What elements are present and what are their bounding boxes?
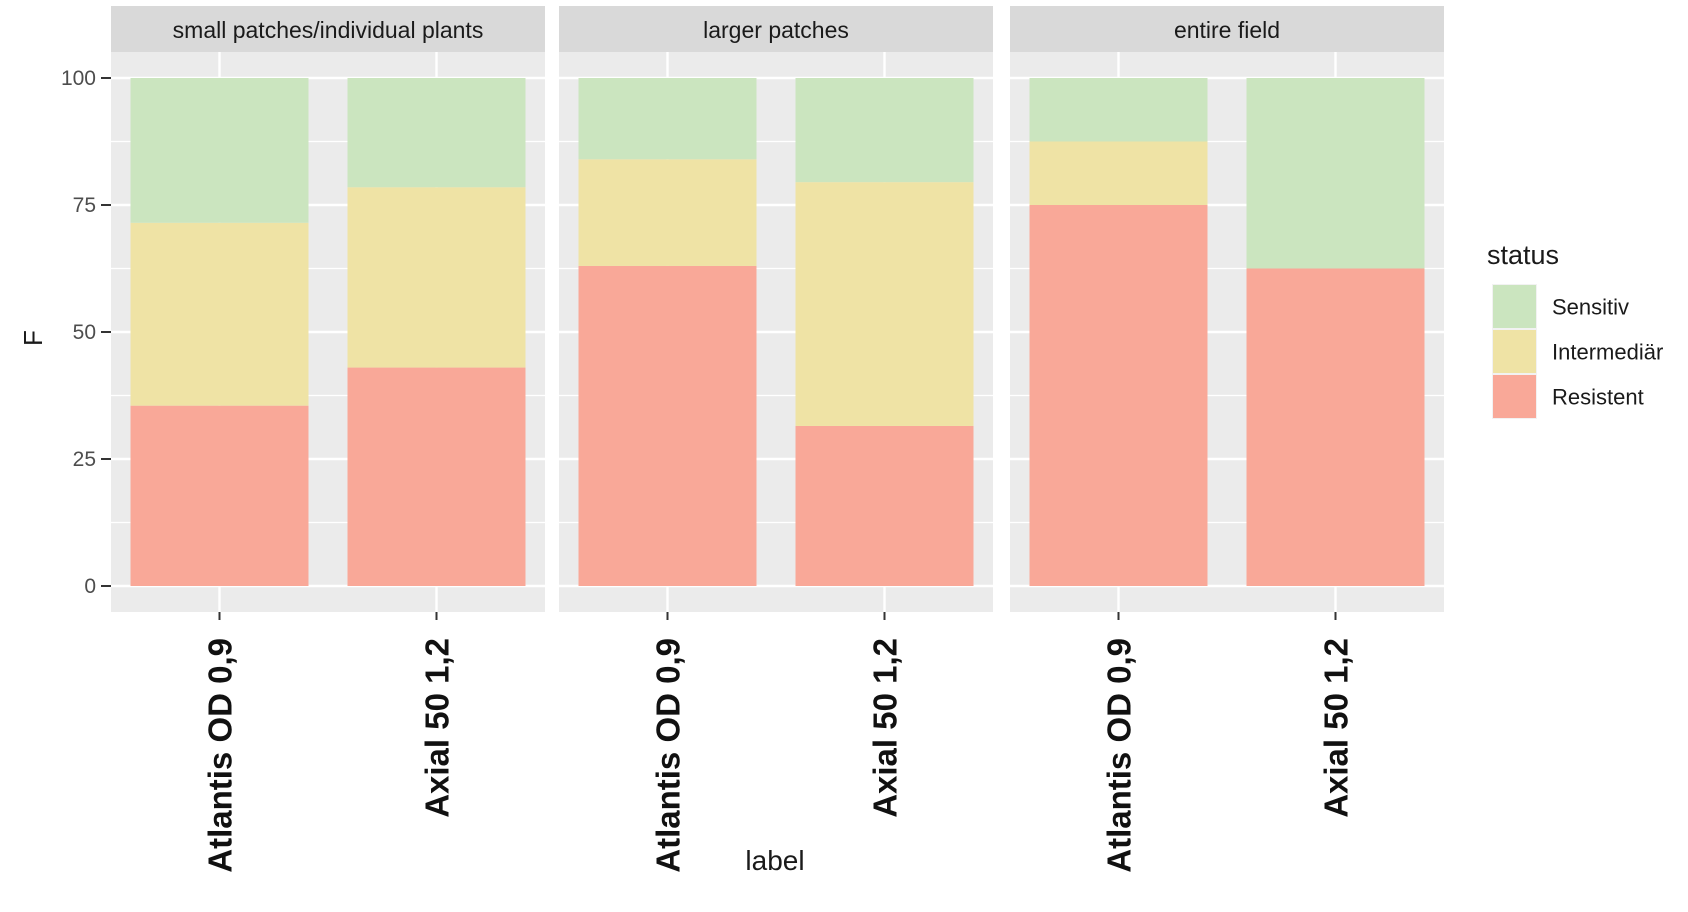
- bar-segment-sensitiv: [578, 78, 757, 160]
- bar-segment-sensitiv: [130, 78, 309, 223]
- x-tick-label: Atlantis OD 0,9: [650, 638, 687, 873]
- bar-segment-intermedir: [347, 187, 526, 368]
- legend: Sensitiv Intermediär Resistent: [1492, 284, 1663, 419]
- y-axis-title: F: [18, 330, 48, 346]
- bar-segment-sensitiv: [1246, 78, 1425, 269]
- bar-segment-intermedir: [130, 222, 309, 406]
- bar-segment-intermedir: [578, 159, 757, 266]
- x-tick-label: Axial 50 1,2: [1318, 638, 1355, 818]
- facet-panel: entire field Atlantis OD 0,9 Axial 50 1,2: [1010, 6, 1444, 873]
- x-axis-title: label: [745, 845, 804, 876]
- legend-label: Resistent: [1552, 385, 1644, 410]
- facet-strip: [559, 6, 993, 52]
- bar-segment-resistent: [347, 367, 526, 586]
- y-tick-label: 25: [73, 448, 96, 471]
- facet-strip: [1010, 6, 1444, 52]
- x-tick-label: Atlantis OD 0,9: [1101, 638, 1138, 873]
- facet-strip: [111, 6, 545, 52]
- facet-panel: small patches/individual plants Atlantis …: [111, 6, 545, 873]
- y-tick-label: 0: [84, 575, 96, 598]
- bar-segment-sensitiv: [1029, 78, 1208, 142]
- facet-strip-label: entire field: [1174, 17, 1280, 43]
- x-tick-label: Atlantis OD 0,9: [202, 638, 239, 873]
- legend-key: [1493, 285, 1536, 328]
- legend-key: [1493, 330, 1536, 373]
- bar-segment-resistent: [795, 425, 974, 586]
- plot-area: small patches/individual plants Atlantis …: [111, 6, 1444, 873]
- facet-panel: larger patches Atlantis OD 0,9 Axial 50 1,…: [559, 6, 993, 873]
- x-tick-label: Axial 50 1,2: [867, 638, 904, 818]
- y-axis: 0 25 50 75 100: [61, 67, 111, 598]
- facet-strip-label: larger patches: [703, 17, 849, 43]
- legend-title: status: [1487, 240, 1559, 270]
- x-tick-label: Axial 50 1,2: [419, 638, 456, 818]
- legend-label: Intermediär: [1552, 340, 1663, 365]
- bar-segment-resistent: [578, 265, 757, 586]
- bar-segment-resistent: [1029, 205, 1208, 586]
- bar-segment-intermedir: [1029, 141, 1208, 205]
- bar-segment-resistent: [1246, 268, 1425, 586]
- bar-segment-intermedir: [795, 182, 974, 426]
- y-tick-label: 75: [73, 194, 96, 217]
- y-tick-label: 50: [73, 321, 96, 344]
- y-tick-label: 100: [61, 67, 96, 90]
- legend-label: Sensitiv: [1552, 295, 1629, 320]
- legend-key: [1493, 375, 1536, 418]
- facet-strip-label: small patches/individual plants: [173, 17, 484, 43]
- bar-segment-sensitiv: [347, 78, 526, 188]
- bar-segment-sensitiv: [795, 78, 974, 183]
- bar-segment-resistent: [130, 405, 309, 586]
